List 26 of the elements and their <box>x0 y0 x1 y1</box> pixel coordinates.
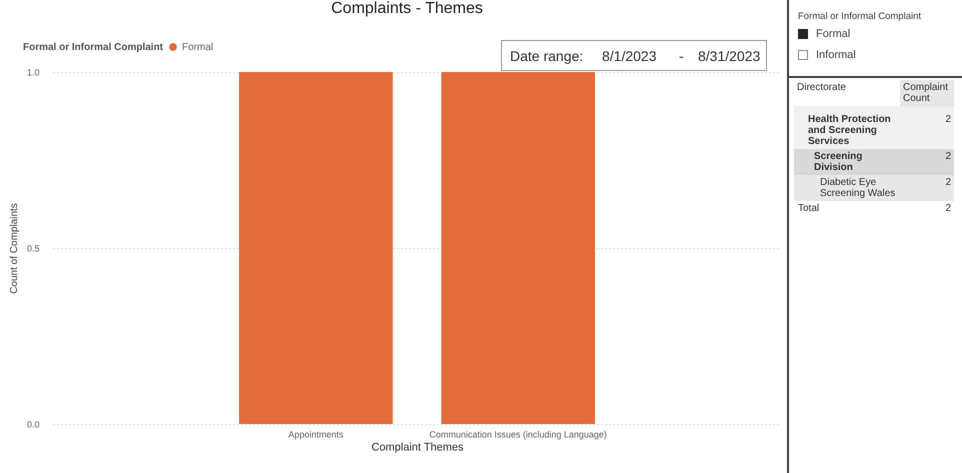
data-label: 2 <box>900 106 954 149</box>
category-label: Screening Division <box>794 149 900 175</box>
data-label: 2 <box>944 202 952 216</box>
x-tick-label: Communication Issues (including Language) <box>429 430 607 440</box>
category-label: Diabetic Eye Screening Wales <box>794 175 900 201</box>
y-axis-title: Count of Complaints <box>8 203 20 294</box>
legend-title: Formal or Informal Complaint <box>23 42 164 53</box>
y-tick-label: 0.0 <box>26 420 40 430</box>
x-axis-title: Complaint Themes <box>371 442 464 454</box>
text: 8/1/2023 <box>602 48 656 64</box>
text: - <box>679 48 684 64</box>
text: Formal or Informal Complaint <box>798 11 922 22</box>
text: 8/31/2023 <box>698 48 760 64</box>
category-label: Health Protection and Screening Services <box>794 106 900 149</box>
y-tick-label: 0.5 <box>26 244 40 254</box>
x-tick-label: Appointments <box>288 430 344 440</box>
data-label: 2 <box>900 149 954 175</box>
text: Formal <box>816 28 850 40</box>
text: Informal <box>816 49 856 61</box>
legend-label: Formal <box>182 42 214 53</box>
data-label: 2 <box>900 175 954 201</box>
y-tick-label: 1.0 <box>26 68 40 78</box>
category-label: Total <box>797 202 820 216</box>
text: Date range: <box>510 48 584 64</box>
table-grid: Directorate Complaint Count Health Protection and Screening Services 2 Screening Division 2 Diabetic Eye Screening Wales 2 Total 2 <box>794 80 954 216</box>
chart-title: Complaints - Themes <box>331 0 483 17</box>
